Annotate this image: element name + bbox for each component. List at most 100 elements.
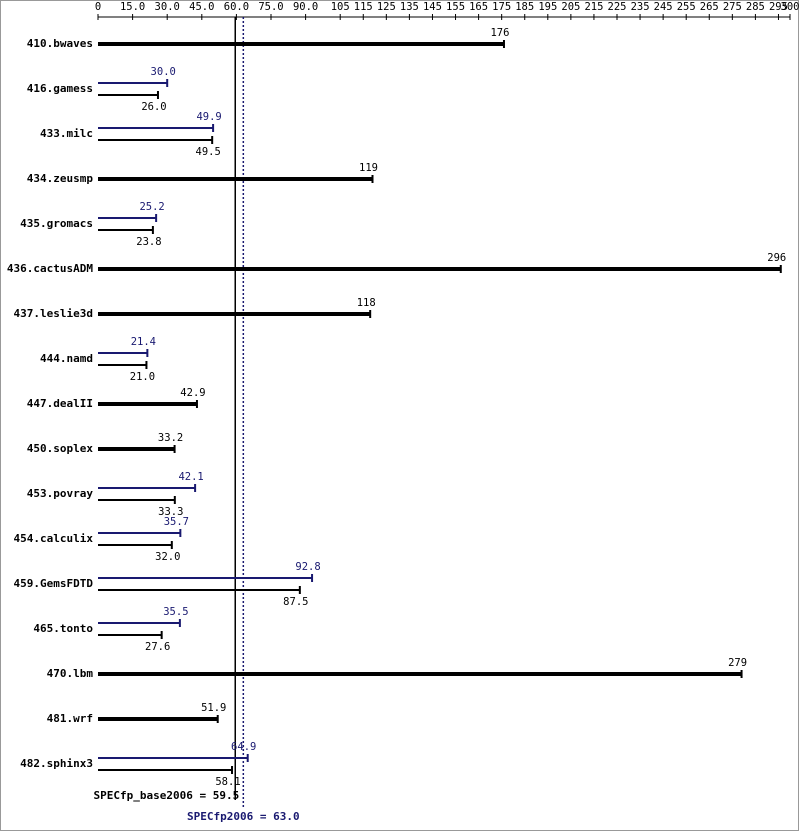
value-label: 279 <box>728 657 747 669</box>
category-label: 444.namd <box>40 352 93 365</box>
category-label: 410.bwaves <box>27 37 93 50</box>
x-tick-label: 300 <box>781 1 799 13</box>
bar <box>98 42 504 46</box>
category-label: 465.tonto <box>33 622 93 635</box>
bar <box>98 177 373 181</box>
x-tick-label: 225 <box>608 1 627 13</box>
bar <box>98 634 162 636</box>
category-label: 454.calculix <box>14 532 94 545</box>
bar <box>98 544 172 546</box>
reference-label: SPECfp_base2006 = 59.5 <box>94 789 240 802</box>
value-label: 35.7 <box>164 516 189 528</box>
category-label: 450.soplex <box>27 442 94 455</box>
x-tick-label: 255 <box>677 1 696 13</box>
value-label: 27.6 <box>145 641 170 653</box>
bar <box>98 499 175 501</box>
x-tick-label: 0 <box>95 1 101 13</box>
value-label: 33.3 <box>158 506 183 518</box>
bar <box>98 267 781 271</box>
value-label: 49.5 <box>196 146 221 158</box>
category-label: 470.lbm <box>47 667 94 680</box>
value-label: 42.9 <box>180 387 205 399</box>
bar <box>98 94 158 96</box>
value-label: 118 <box>357 297 376 309</box>
value-label: 32.0 <box>155 551 180 563</box>
x-tick-label: 265 <box>700 1 719 13</box>
category-label: 482.sphinx3 <box>20 757 93 770</box>
category-label: 433.milc <box>40 127 93 140</box>
x-tick-label: 205 <box>561 1 580 13</box>
x-tick-label: 125 <box>377 1 396 13</box>
x-tick-label: 145 <box>423 1 442 13</box>
category-label: 437.leslie3d <box>14 307 93 320</box>
category-label: 459.GemsFDTD <box>14 577 94 590</box>
x-tick-label: 175 <box>492 1 511 13</box>
x-tick-label: 275 <box>723 1 742 13</box>
value-label: 119 <box>359 162 378 174</box>
bar <box>98 717 218 721</box>
bar <box>98 402 197 406</box>
category-label: 453.povray <box>27 487 94 500</box>
category-label: 481.wrf <box>47 712 93 725</box>
bar <box>98 532 181 534</box>
value-label: 92.8 <box>295 561 320 573</box>
value-label: 30.0 <box>151 66 176 78</box>
x-tick-label: 155 <box>446 1 465 13</box>
bar <box>98 364 147 366</box>
value-label: 21.4 <box>131 336 156 348</box>
x-tick-label: 75.0 <box>258 1 283 13</box>
bar <box>98 757 248 759</box>
value-label: 51.9 <box>201 702 226 714</box>
value-label: 35.5 <box>163 606 188 618</box>
bar <box>98 312 371 316</box>
value-label: 23.8 <box>136 236 161 248</box>
value-label: 42.1 <box>178 471 203 483</box>
category-label: 447.dealII <box>27 397 93 410</box>
x-tick-label: 115 <box>354 1 373 13</box>
value-label: 296 <box>767 252 786 264</box>
x-tick-label: 195 <box>538 1 557 13</box>
category-label: 416.gamess <box>27 82 93 95</box>
x-tick-label: 285 <box>746 1 765 13</box>
bar <box>98 622 180 624</box>
bar <box>98 769 233 771</box>
bar <box>98 589 300 591</box>
value-label: 49.9 <box>196 111 221 123</box>
category-label: 435.gromacs <box>20 217 93 230</box>
x-tick-label: 185 <box>515 1 534 13</box>
x-tick-label: 60.0 <box>224 1 249 13</box>
bar <box>98 217 157 219</box>
bar <box>98 352 148 354</box>
category-label: 436.cactusADM <box>7 262 93 275</box>
x-tick-label: 105 <box>331 1 350 13</box>
bar <box>98 487 196 489</box>
value-label: 87.5 <box>283 596 308 608</box>
x-tick-label: 45.0 <box>189 1 214 13</box>
x-tick-label: 235 <box>631 1 650 13</box>
value-label: 21.0 <box>130 371 155 383</box>
value-label: 64.9 <box>231 741 256 753</box>
bar <box>98 82 168 84</box>
value-label: 58.1 <box>215 776 240 788</box>
x-tick-label: 30.0 <box>155 1 180 13</box>
bar <box>98 577 313 579</box>
bar <box>98 229 153 231</box>
bar <box>98 139 213 141</box>
bar <box>98 447 175 451</box>
value-label: 26.0 <box>141 101 166 113</box>
bar <box>98 127 214 129</box>
category-label: 434.zeusmp <box>27 172 94 185</box>
x-tick-label: 90.0 <box>293 1 318 13</box>
x-tick-label: 15.0 <box>120 1 145 13</box>
reference-label: SPECfp2006 = 63.0 <box>187 810 300 823</box>
value-label: 25.2 <box>139 201 164 213</box>
x-tick-label: 215 <box>584 1 603 13</box>
x-tick-label: 165 <box>469 1 488 13</box>
value-label: 33.2 <box>158 432 183 444</box>
x-tick-label: 135 <box>400 1 419 13</box>
value-label: 176 <box>490 27 509 39</box>
x-tick-label: 295 <box>769 1 788 13</box>
